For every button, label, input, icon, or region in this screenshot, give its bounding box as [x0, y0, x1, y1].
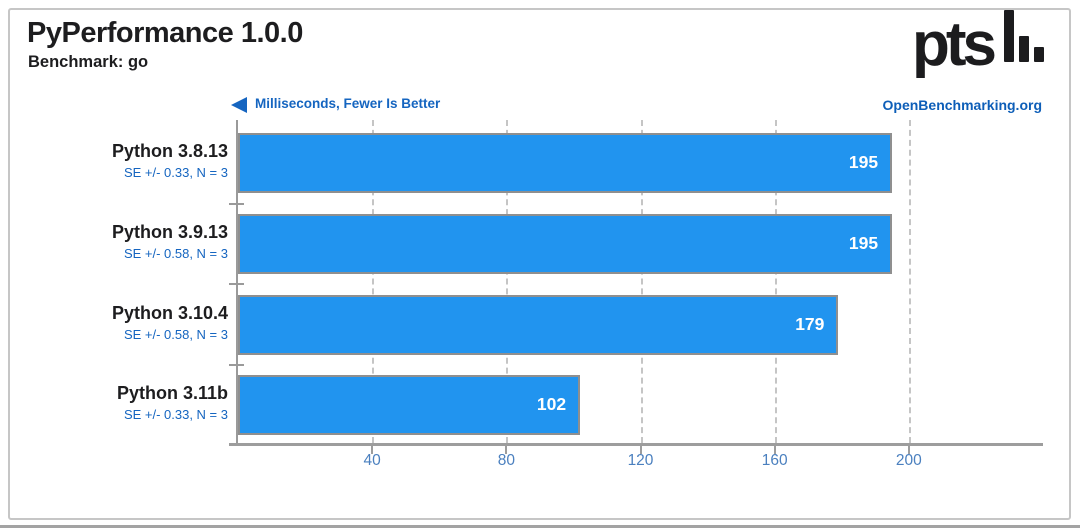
- bar-python-3-10-4: 179: [238, 295, 839, 355]
- bar-value-label: 195: [848, 233, 879, 253]
- standard-error-note: SE +/- 0.33, N = 3: [123, 165, 228, 180]
- row-separator-tick: [229, 203, 244, 205]
- x-tick-label: 120: [627, 452, 654, 469]
- category-name: Python 3.11b: [116, 383, 228, 403]
- benchmark-subtitle: Benchmark: go: [28, 53, 149, 71]
- category-label-row: Python 3.9.13 SE +/- 0.58, N = 3: [0, 222, 228, 263]
- x-tick-mark: [907, 446, 910, 454]
- bar-python-3-9-13: 195: [238, 214, 893, 274]
- row-separator-tick: [229, 364, 244, 366]
- plot-area: 195 195 179 102: [238, 120, 1043, 443]
- gridline: [372, 120, 375, 443]
- x-tick-mark: [505, 446, 508, 454]
- pts-logo-bars-icon: [999, 10, 1044, 62]
- category-name: Python 3.8.13: [111, 141, 228, 161]
- window-bottom-edge: [0, 525, 1080, 528]
- category-label-row: Python 3.8.13 SE +/- 0.33, N = 3: [0, 141, 228, 182]
- gridline: [640, 120, 643, 443]
- x-tick-label: 80: [497, 452, 515, 469]
- category-name: Python 3.9.13: [111, 222, 228, 242]
- x-tick-mark: [639, 446, 642, 454]
- page-title: PyPerformance 1.0.0: [27, 17, 303, 49]
- fewer-is-better-arrow-icon: [231, 97, 247, 113]
- bar-python-3-11b: 102: [238, 375, 581, 435]
- standard-error-note: SE +/- 0.58, N = 3: [123, 246, 228, 261]
- x-tick-mark: [371, 446, 374, 454]
- standard-error-note: SE +/- 0.33, N = 3: [123, 407, 228, 422]
- standard-error-note: SE +/- 0.58, N = 3: [123, 327, 228, 342]
- pts-logo: pts: [912, 10, 1044, 80]
- category-label-row: Python 3.11b SE +/- 0.33, N = 3: [0, 383, 228, 424]
- row-separator-tick: [229, 283, 244, 285]
- gridline: [506, 120, 509, 443]
- gridline: [908, 120, 911, 443]
- bar-value-label: 102: [536, 394, 567, 414]
- x-axis-line: [229, 443, 1043, 446]
- x-axis-ticks: 40 80 120 160 200: [238, 443, 1043, 483]
- bar-python-3-8-13: 195: [238, 133, 893, 193]
- gridline: [774, 120, 777, 443]
- x-tick-mark: [773, 446, 776, 454]
- category-name: Python 3.10.4: [111, 303, 228, 323]
- bar-value-label: 195: [848, 152, 879, 172]
- x-tick-label: 160: [761, 452, 788, 469]
- bar-value-label: 179: [795, 314, 825, 334]
- axis-unit-label: Milliseconds, Fewer Is Better: [255, 96, 441, 111]
- category-label-row: Python 3.10.4 SE +/- 0.58, N = 3: [0, 303, 228, 344]
- x-tick-label: 40: [363, 452, 381, 469]
- openbenchmarking-link[interactable]: OpenBenchmarking.org: [882, 97, 1042, 113]
- pts-logo-text: pts: [912, 10, 997, 80]
- x-tick-label: 200: [895, 452, 922, 469]
